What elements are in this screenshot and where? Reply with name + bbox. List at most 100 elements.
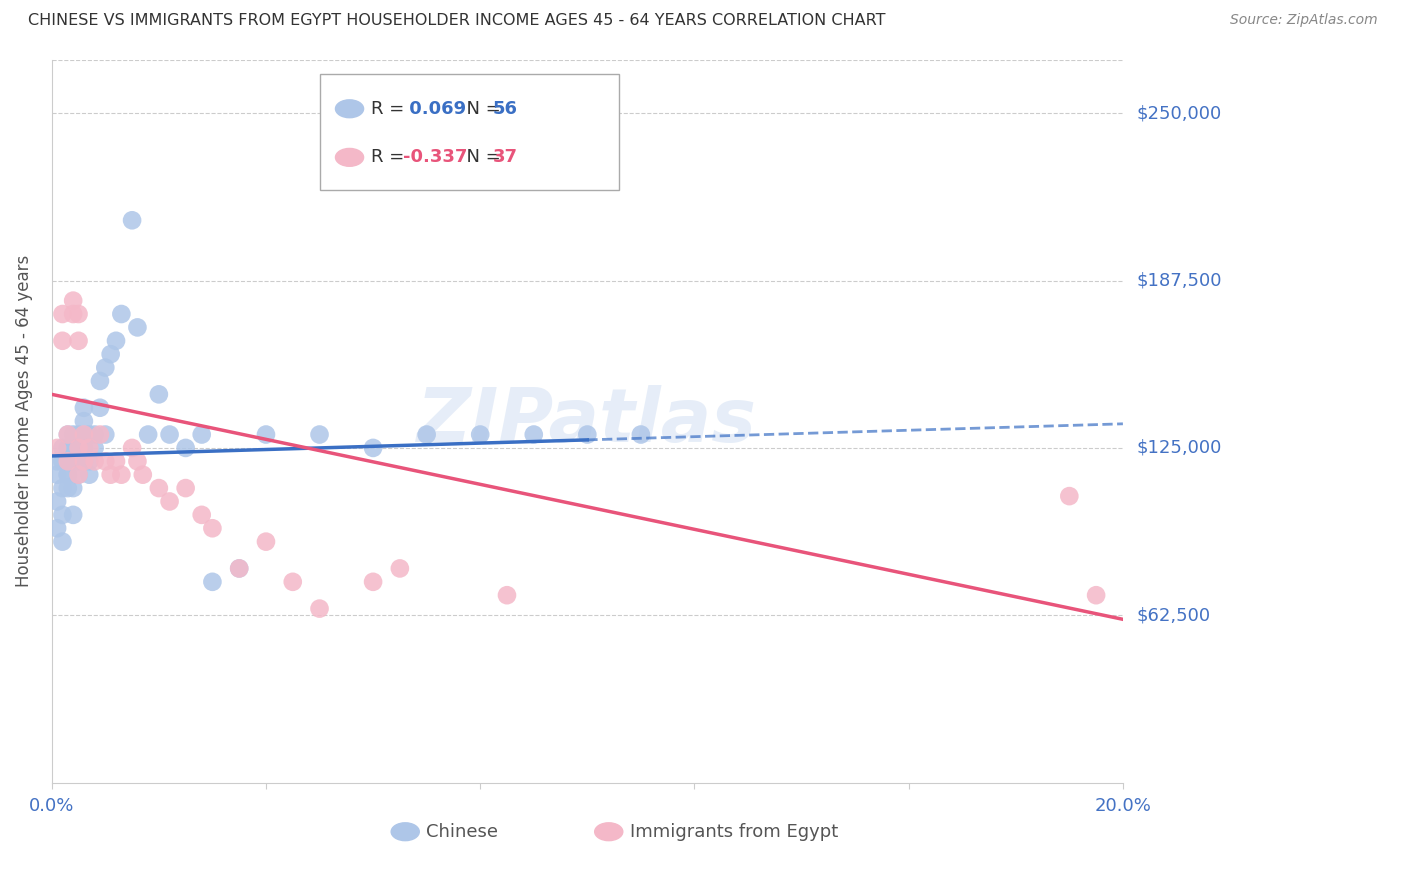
Point <box>73 441 96 455</box>
Point <box>308 427 330 442</box>
Point <box>110 467 132 482</box>
Point <box>77 441 100 455</box>
Point <box>67 454 90 468</box>
Point <box>254 427 277 442</box>
Point <box>523 427 546 442</box>
Point <box>67 427 90 442</box>
Text: $187,500: $187,500 <box>1137 271 1222 290</box>
Point <box>132 467 155 482</box>
Point <box>56 427 79 442</box>
Point <box>73 401 96 415</box>
Point <box>100 467 122 482</box>
Point <box>174 481 197 495</box>
Point <box>56 481 79 495</box>
Point <box>83 454 105 468</box>
Point <box>105 334 128 348</box>
Point <box>46 521 69 535</box>
Point <box>254 534 277 549</box>
Point <box>121 213 143 227</box>
Point <box>46 467 69 482</box>
Point <box>56 467 79 482</box>
Text: N =: N = <box>456 100 506 118</box>
Point <box>62 441 84 455</box>
Point <box>56 454 79 468</box>
Point <box>77 467 100 482</box>
Point <box>110 307 132 321</box>
Point <box>51 334 73 348</box>
Point <box>94 360 117 375</box>
Text: CHINESE VS IMMIGRANTS FROM EGYPT HOUSEHOLDER INCOME AGES 45 - 64 YEARS CORRELATI: CHINESE VS IMMIGRANTS FROM EGYPT HOUSEHO… <box>28 13 886 29</box>
Point <box>77 427 100 442</box>
Point <box>56 441 79 455</box>
Point <box>174 441 197 455</box>
Point <box>51 454 73 468</box>
Point <box>228 561 250 575</box>
Point <box>73 414 96 428</box>
Y-axis label: Householder Income Ages 45 - 64 years: Householder Income Ages 45 - 64 years <box>15 255 32 587</box>
Point <box>67 334 90 348</box>
Point <box>51 441 73 455</box>
Point <box>83 441 105 455</box>
Point <box>159 494 181 508</box>
Text: Source: ZipAtlas.com: Source: ZipAtlas.com <box>1230 13 1378 28</box>
Text: $250,000: $250,000 <box>1137 104 1222 122</box>
Text: -0.337: -0.337 <box>404 148 467 167</box>
Point <box>94 454 117 468</box>
Point <box>576 427 599 442</box>
Point <box>89 427 111 442</box>
Point <box>51 307 73 321</box>
Point <box>159 427 181 442</box>
Point <box>67 467 90 482</box>
Point <box>77 454 100 468</box>
Point <box>190 508 212 522</box>
Point <box>1059 489 1081 503</box>
Text: N =: N = <box>456 148 506 167</box>
Point <box>89 401 111 415</box>
Point <box>201 574 224 589</box>
Point <box>415 427 437 442</box>
Point <box>105 454 128 468</box>
Point <box>281 574 304 589</box>
Text: ZIPatlas: ZIPatlas <box>418 384 758 458</box>
Point <box>496 588 519 602</box>
Text: $62,500: $62,500 <box>1137 607 1211 624</box>
Point <box>83 427 105 442</box>
Point <box>73 454 96 468</box>
Point <box>67 441 90 455</box>
Point <box>62 427 84 442</box>
Point <box>62 481 84 495</box>
Point <box>73 427 96 442</box>
Text: 37: 37 <box>494 148 517 167</box>
Point <box>67 307 90 321</box>
Point <box>148 387 170 401</box>
Text: $125,000: $125,000 <box>1137 439 1222 457</box>
Point <box>62 307 84 321</box>
Point <box>56 427 79 442</box>
Point <box>201 521 224 535</box>
Point <box>361 574 384 589</box>
Point <box>127 320 149 334</box>
Point <box>62 508 84 522</box>
Text: R =: R = <box>371 148 409 167</box>
Point <box>56 467 79 482</box>
Text: 0.069: 0.069 <box>404 100 465 118</box>
Point <box>148 481 170 495</box>
Point <box>51 481 73 495</box>
Point <box>1085 588 1108 602</box>
Point <box>470 427 492 442</box>
Point <box>388 561 411 575</box>
Point <box>51 534 73 549</box>
Text: Chinese: Chinese <box>426 822 498 841</box>
Point <box>46 441 69 455</box>
Point <box>94 427 117 442</box>
Text: Immigrants from Egypt: Immigrants from Egypt <box>630 822 838 841</box>
Point <box>190 427 212 442</box>
Point <box>228 561 250 575</box>
Point <box>127 454 149 468</box>
Point <box>89 374 111 388</box>
Point <box>100 347 122 361</box>
Point <box>67 441 90 455</box>
Point <box>67 467 90 482</box>
Point <box>46 494 69 508</box>
Point <box>630 427 652 442</box>
